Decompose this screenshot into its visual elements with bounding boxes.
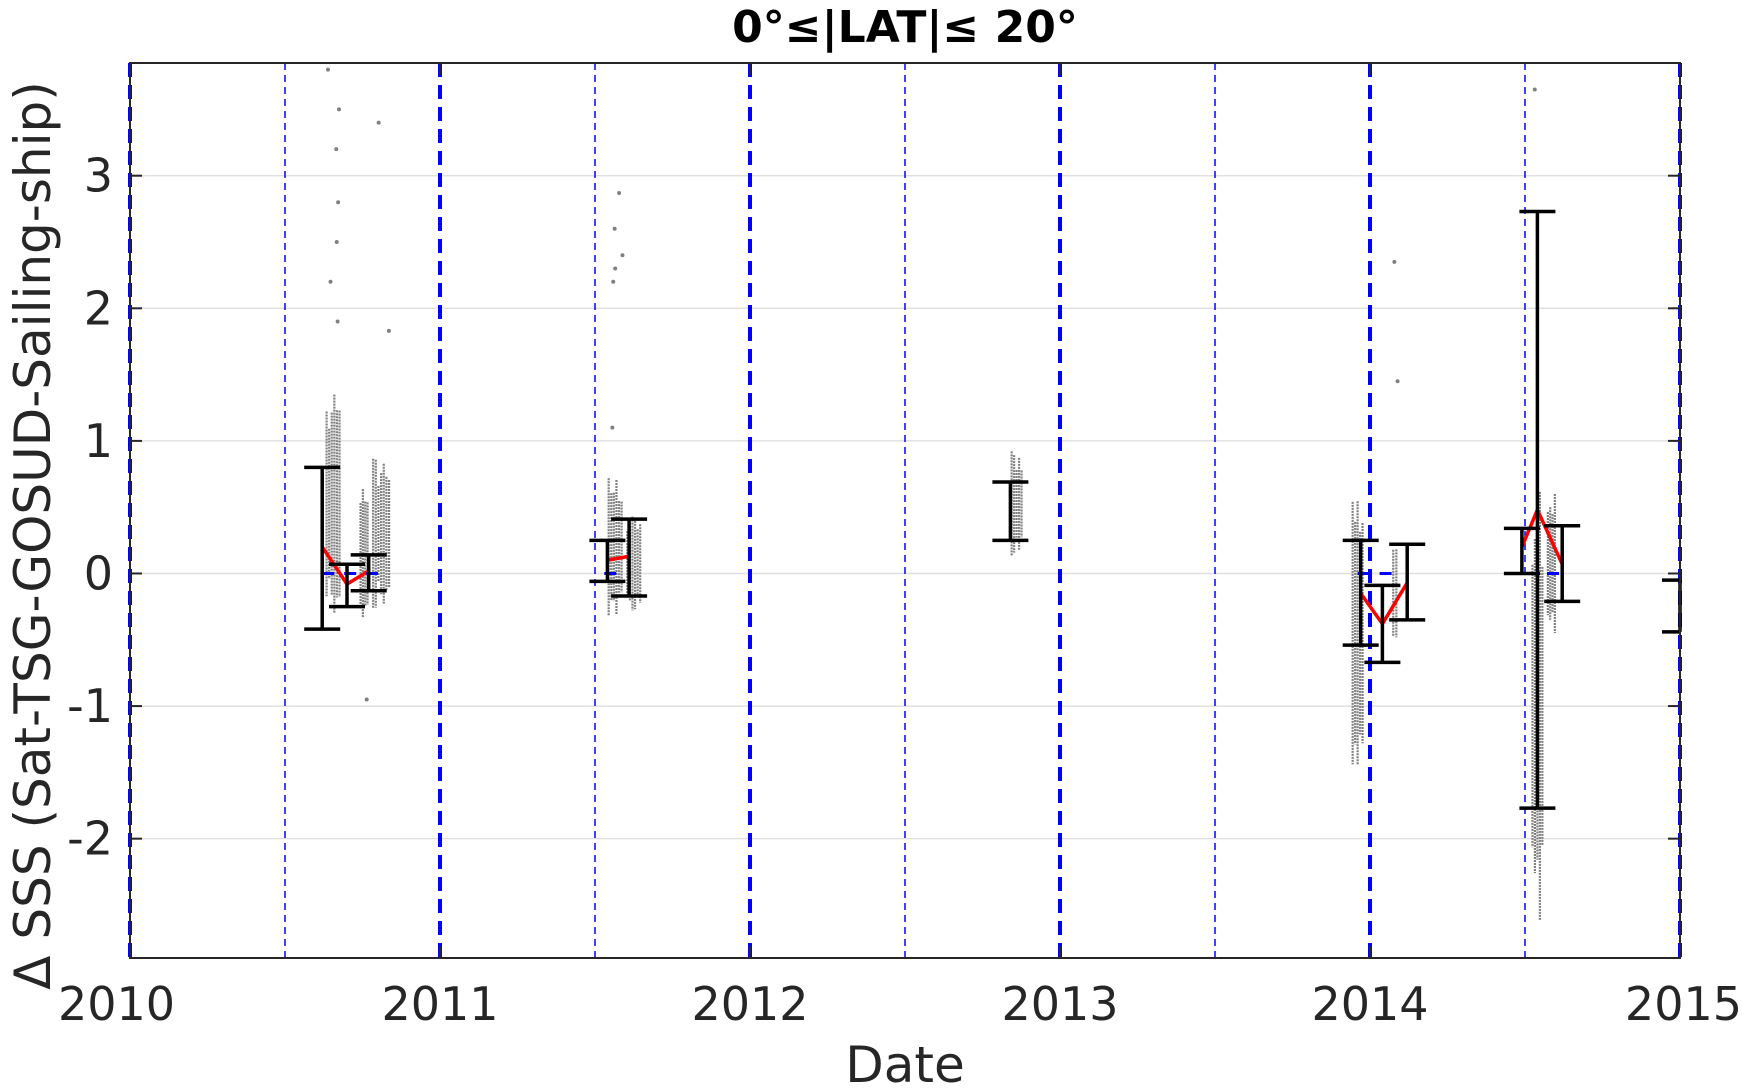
- scatter-point: [336, 107, 341, 112]
- scatter-point: [336, 200, 341, 205]
- error-bars: [304, 209, 1682, 810]
- axes-box: [129, 62, 1681, 959]
- error-bar: [611, 517, 648, 598]
- scatter-point: [334, 147, 339, 152]
- error-bar: [1503, 526, 1540, 576]
- scatter-point: [612, 226, 617, 231]
- scatter-point: [611, 279, 616, 284]
- scatter-point: [364, 697, 369, 702]
- error-bar: [1342, 538, 1379, 647]
- scatter-point: [376, 120, 381, 125]
- chart-title: 0°≤|LAT|≤ 20°: [732, 2, 1078, 53]
- y-tick-label: -2: [67, 812, 113, 866]
- scatter-point: [386, 328, 391, 333]
- scatter-point: [1395, 379, 1400, 384]
- scatter-cluster: [607, 190, 625, 616]
- y-axis-label: Δ SSS (Sat-TSG-GOSUD-Sailing-ship): [4, 81, 62, 989]
- median-line: [607, 554, 630, 562]
- x-tick-label: 2014: [1311, 977, 1428, 1031]
- error-bar: [1544, 523, 1581, 604]
- scatter-point: [610, 425, 615, 430]
- error-bar: [350, 553, 387, 593]
- y-tick-label: 3: [84, 149, 113, 203]
- scatter-point: [1392, 259, 1397, 264]
- scatter-point: [1532, 87, 1537, 92]
- scatter-point: [325, 67, 330, 72]
- error-bar: [1389, 542, 1426, 622]
- axis-ticks: 2010 2011 2012 2013 2014 2015 -2 -1 0 1 2 3: [58, 63, 1742, 1031]
- error-bar: [992, 480, 1029, 543]
- scatter-cluster: [359, 489, 369, 702]
- y-tick-label: 2: [84, 281, 113, 335]
- x-axis-label: Date: [845, 1036, 965, 1090]
- scatter-cluster: [1392, 259, 1400, 638]
- scatter-point: [613, 266, 618, 271]
- error-bar: [329, 562, 365, 609]
- x-tick-label: 2012: [691, 977, 808, 1031]
- error-bar: [1364, 583, 1401, 665]
- x-tick-label: 2011: [381, 977, 498, 1031]
- scatter-point: [620, 253, 625, 258]
- x-tick-label: 2013: [1001, 977, 1118, 1031]
- scatter-cluster: [372, 120, 391, 609]
- error-bar: [304, 465, 341, 631]
- scatter-cluster: [1546, 494, 1556, 634]
- median-line: [1520, 505, 1564, 565]
- x-tick-label: 2015: [1625, 977, 1742, 1031]
- y-tick-label: 0: [84, 546, 113, 600]
- scatter-point: [334, 240, 339, 244]
- x-tick-label: 2010: [58, 977, 175, 1031]
- y-tick-label: -1: [67, 679, 113, 733]
- scatter-point: [328, 279, 333, 284]
- y-tick-label: 1: [84, 414, 113, 468]
- median-lines: [320, 505, 1564, 628]
- scatter-point: [335, 319, 340, 324]
- error-bar: [1662, 578, 1682, 634]
- error-bar: [589, 538, 626, 584]
- scatter-point: [617, 190, 622, 195]
- error-bar: [1519, 209, 1556, 810]
- scatter-cluster: [325, 67, 341, 614]
